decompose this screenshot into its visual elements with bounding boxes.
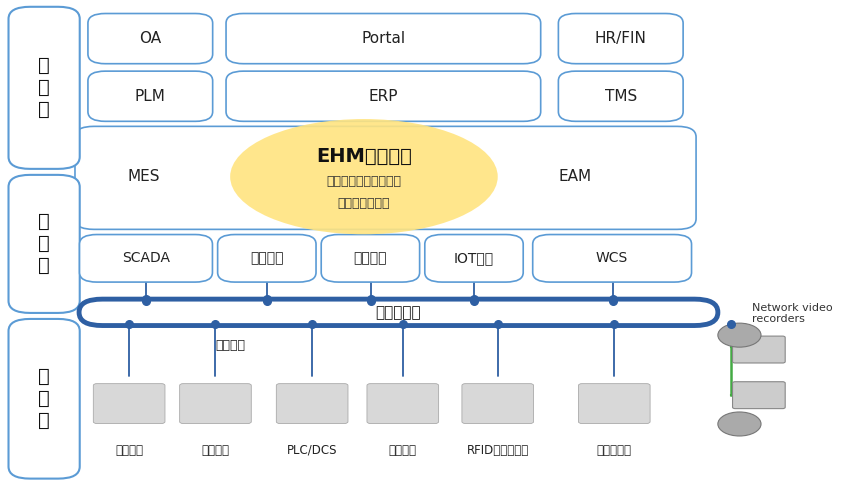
FancyBboxPatch shape bbox=[88, 14, 213, 64]
FancyBboxPatch shape bbox=[276, 384, 348, 424]
FancyBboxPatch shape bbox=[367, 384, 438, 424]
Text: 企
业
级: 企 业 级 bbox=[38, 57, 50, 119]
FancyBboxPatch shape bbox=[733, 382, 785, 409]
Text: 动力设备: 动力设备 bbox=[115, 444, 143, 457]
FancyBboxPatch shape bbox=[88, 71, 213, 121]
FancyBboxPatch shape bbox=[9, 7, 80, 169]
Text: 生产设备: 生产设备 bbox=[202, 444, 229, 457]
Text: PLC/DCS: PLC/DCS bbox=[287, 444, 338, 457]
FancyBboxPatch shape bbox=[94, 384, 165, 424]
Text: 设备诊断: 设备诊断 bbox=[353, 251, 387, 265]
FancyBboxPatch shape bbox=[559, 71, 683, 121]
Text: 设备监测: 设备监测 bbox=[250, 251, 283, 265]
Text: Network video
recorders: Network video recorders bbox=[753, 303, 833, 324]
Text: HR/FIN: HR/FIN bbox=[595, 31, 647, 46]
Text: EHM核心业务: EHM核心业务 bbox=[316, 147, 412, 166]
Text: WCS: WCS bbox=[596, 251, 628, 265]
FancyBboxPatch shape bbox=[559, 14, 683, 64]
FancyBboxPatch shape bbox=[533, 235, 692, 282]
Text: SCADA: SCADA bbox=[122, 251, 170, 265]
FancyBboxPatch shape bbox=[226, 71, 540, 121]
Circle shape bbox=[718, 412, 761, 436]
Ellipse shape bbox=[230, 119, 498, 234]
FancyBboxPatch shape bbox=[75, 127, 696, 229]
Text: 现场工作站: 现场工作站 bbox=[597, 444, 632, 457]
Text: PLM: PLM bbox=[135, 89, 165, 104]
Text: 物流设备: 物流设备 bbox=[389, 444, 417, 457]
Text: ERP: ERP bbox=[369, 89, 398, 104]
FancyBboxPatch shape bbox=[80, 235, 212, 282]
FancyBboxPatch shape bbox=[79, 299, 718, 326]
Text: 工业以太网: 工业以太网 bbox=[376, 305, 421, 320]
Text: TMS: TMS bbox=[604, 89, 637, 104]
Text: MES: MES bbox=[127, 169, 160, 184]
Text: 现场总线: 现场总线 bbox=[215, 339, 245, 352]
Text: Portal: Portal bbox=[361, 31, 405, 46]
Text: IOT系统: IOT系统 bbox=[454, 251, 494, 265]
Text: 设
备
级: 设 备 级 bbox=[38, 367, 50, 430]
FancyBboxPatch shape bbox=[462, 384, 533, 424]
Text: 车
间
级: 车 间 级 bbox=[38, 213, 50, 275]
FancyBboxPatch shape bbox=[226, 14, 540, 64]
FancyBboxPatch shape bbox=[217, 235, 316, 282]
FancyBboxPatch shape bbox=[9, 175, 80, 313]
FancyBboxPatch shape bbox=[425, 235, 523, 282]
Text: 一体化设备管理: 一体化设备管理 bbox=[338, 197, 391, 210]
FancyBboxPatch shape bbox=[321, 235, 420, 282]
Text: OA: OA bbox=[139, 31, 161, 46]
Text: RFID等传感设备: RFID等传感设备 bbox=[467, 444, 529, 457]
Circle shape bbox=[718, 323, 761, 347]
FancyBboxPatch shape bbox=[179, 384, 251, 424]
FancyBboxPatch shape bbox=[9, 319, 80, 479]
Text: 从资产管理到故障诊断: 从资产管理到故障诊断 bbox=[326, 175, 402, 188]
FancyBboxPatch shape bbox=[578, 384, 650, 424]
Text: EAM: EAM bbox=[559, 169, 592, 184]
FancyBboxPatch shape bbox=[733, 336, 785, 363]
